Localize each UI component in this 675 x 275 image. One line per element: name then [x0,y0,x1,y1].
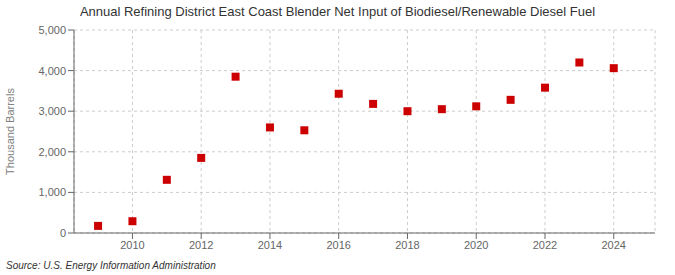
svg-text:2018: 2018 [395,239,419,251]
svg-text:2016: 2016 [326,239,350,251]
svg-text:4,000: 4,000 [38,65,66,77]
svg-text:2014: 2014 [258,239,282,251]
svg-text:2024: 2024 [602,239,626,251]
svg-text:2010: 2010 [120,239,144,251]
svg-text:2020: 2020 [464,239,488,251]
html-text:Source: U.S. Energy Informatio: Source: U.S. Energy Information Administ… [6,260,216,271]
svg-text:2,000: 2,000 [38,146,66,158]
svg-text:2022: 2022 [533,239,557,251]
svg-text:5,000: 5,000 [38,24,66,36]
svg-text:Thousand Barrels: Thousand Barrels [8,88,16,175]
html-text:Annual Refining District East: Annual Refining District East Coast Blen… [79,4,596,19]
svg-text:3,000: 3,000 [38,105,66,117]
svg-text:1,000: 1,000 [38,186,66,198]
svg-text:0: 0 [60,227,66,239]
svg-text:2012: 2012 [189,239,213,251]
